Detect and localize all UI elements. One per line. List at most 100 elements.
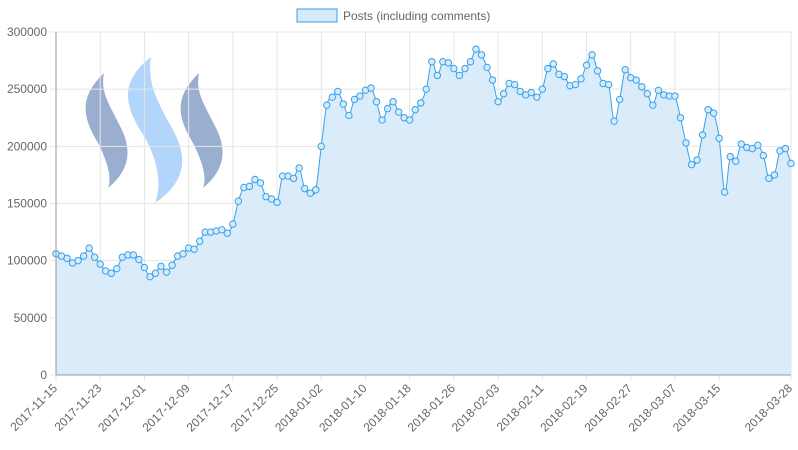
data-point[interactable] (709, 109, 718, 117)
data-point[interactable] (615, 95, 624, 104)
data-point[interactable] (168, 261, 176, 269)
data-point[interactable] (549, 60, 558, 68)
data-point[interactable] (74, 256, 82, 265)
data-point[interactable] (96, 260, 104, 268)
data-point[interactable] (433, 71, 442, 80)
data-point[interactable] (218, 226, 226, 234)
data-point[interactable] (157, 262, 165, 271)
data-point[interactable] (256, 179, 265, 187)
data-point[interactable] (356, 92, 364, 100)
data-point[interactable] (405, 116, 414, 124)
data-point[interactable] (770, 171, 779, 179)
data-point[interactable] (190, 245, 198, 253)
data-point[interactable] (328, 93, 337, 101)
data-point[interactable] (162, 268, 171, 276)
data-point[interactable] (726, 152, 734, 161)
data-point[interactable] (516, 87, 524, 96)
data-point[interactable] (621, 66, 629, 74)
data-point[interactable] (140, 263, 149, 272)
data-point[interactable] (372, 98, 381, 106)
data-point[interactable] (732, 157, 740, 165)
data-point[interactable] (472, 45, 480, 53)
data-point[interactable] (671, 92, 679, 100)
data-point[interactable] (383, 104, 392, 113)
data-point[interactable] (394, 108, 403, 116)
data-point[interactable] (676, 114, 685, 122)
chart-legend[interactable]: Posts (including comments) (296, 8, 490, 23)
data-point[interactable] (251, 175, 259, 184)
data-point[interactable] (461, 64, 469, 73)
data-point[interactable] (444, 59, 453, 67)
data-point[interactable] (428, 58, 436, 66)
data-point[interactable] (510, 80, 519, 89)
data-point[interactable] (129, 251, 138, 259)
data-point[interactable] (289, 174, 298, 183)
data-point[interactable] (273, 198, 281, 207)
data-point[interactable] (610, 117, 618, 125)
data-point[interactable] (146, 272, 154, 281)
data-point[interactable] (560, 72, 569, 81)
data-point[interactable] (411, 106, 419, 114)
data-point[interactable] (533, 93, 541, 101)
data-point[interactable] (687, 160, 696, 169)
data-point[interactable] (79, 252, 88, 260)
data-point[interactable] (63, 254, 71, 263)
data-point[interactable] (649, 101, 657, 109)
data-point[interactable] (638, 83, 646, 91)
data-point[interactable] (682, 139, 690, 147)
data-point[interactable] (632, 76, 640, 84)
data-point[interactable] (588, 51, 596, 59)
data-point[interactable] (643, 90, 652, 98)
data-point[interactable] (245, 182, 254, 191)
data-point[interactable] (234, 197, 243, 205)
data-point[interactable] (422, 85, 430, 93)
data-point[interactable] (107, 269, 115, 277)
data-point[interactable] (754, 141, 762, 149)
data-point[interactable] (223, 229, 232, 237)
data-point[interactable] (306, 189, 314, 197)
data-point[interactable] (544, 64, 552, 73)
data-point[interactable] (450, 64, 458, 73)
data-point[interactable] (417, 99, 425, 107)
data-point[interactable] (350, 95, 359, 104)
data-point[interactable] (389, 98, 397, 106)
data-point[interactable] (781, 144, 790, 153)
data-point[interactable] (317, 142, 325, 151)
data-point[interactable] (267, 195, 276, 203)
data-point[interactable] (334, 87, 342, 96)
data-point[interactable] (483, 63, 491, 72)
data-point[interactable] (720, 188, 729, 196)
data-point[interactable] (693, 156, 701, 164)
data-point[interactable] (577, 75, 585, 83)
legend-swatch[interactable] (296, 8, 338, 23)
data-point[interactable] (367, 84, 375, 92)
data-point[interactable] (737, 140, 745, 148)
data-point[interactable] (748, 144, 757, 153)
data-point[interactable] (759, 151, 768, 160)
legend-label[interactable]: Posts (including comments) (343, 9, 490, 23)
data-point[interactable] (538, 85, 547, 93)
data-point[interactable] (455, 71, 464, 80)
data-point[interactable] (654, 86, 663, 95)
data-point[interactable] (494, 98, 502, 106)
data-point[interactable] (698, 131, 707, 139)
data-point[interactable] (345, 111, 353, 120)
data-point[interactable] (229, 220, 237, 228)
data-point[interactable] (90, 253, 99, 261)
data-point[interactable] (113, 264, 121, 273)
data-point[interactable] (593, 67, 602, 75)
data-point[interactable] (151, 269, 160, 277)
data-point[interactable] (135, 255, 143, 264)
data-point[interactable] (787, 159, 795, 168)
data-point[interactable] (339, 100, 348, 108)
data-point[interactable] (527, 88, 535, 97)
data-point[interactable] (604, 80, 613, 89)
data-point[interactable] (378, 116, 386, 124)
data-point[interactable] (323, 101, 331, 109)
data-point[interactable] (715, 134, 723, 143)
data-point[interactable] (488, 76, 497, 84)
data-point[interactable] (704, 106, 712, 114)
data-point[interactable] (312, 186, 320, 194)
data-point[interactable] (295, 164, 303, 172)
data-point[interactable] (477, 51, 486, 59)
